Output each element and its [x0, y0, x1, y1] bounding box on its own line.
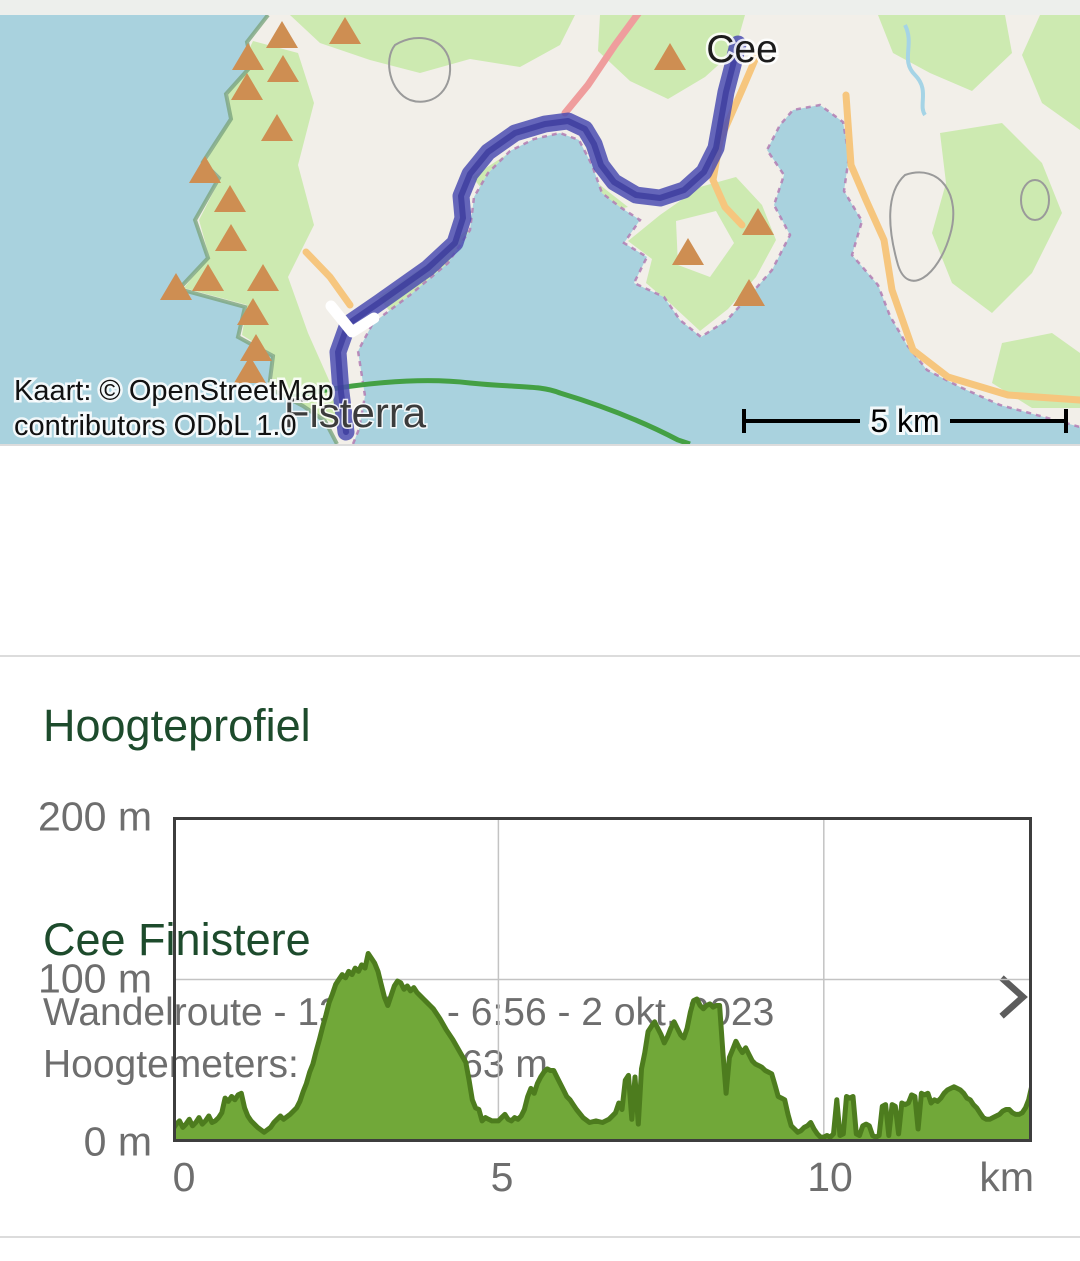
route-track: [329, 35, 747, 441]
route-map[interactable]: Fisterra Cee Kaart: © OpenStreetMap cont…: [0, 7, 1080, 447]
x-tick-5: 5: [490, 1154, 514, 1200]
divider: [0, 444, 1080, 446]
map-boundary: [351, 103, 1080, 445]
map-scale-bar: [742, 409, 1068, 433]
map-scale-label: 5 km: [870, 403, 939, 439]
map-contours: [388, 36, 1050, 282]
map-trail: [287, 378, 691, 447]
fisterra-label: Fisterra: [284, 389, 427, 436]
top-strip: [0, 0, 1080, 16]
chart-gridlines: [173, 817, 1032, 1142]
map-coast-texture: [175, 13, 339, 445]
chart-border: [173, 817, 1032, 1142]
y-tick-200: 200 m: [38, 793, 152, 840]
peak-icons: [160, 17, 774, 383]
divider: [0, 1236, 1080, 1238]
map-attribution-line1: Kaart: © OpenStreetMap: [14, 375, 334, 407]
elevation-profile-chart[interactable]: [173, 817, 1032, 1142]
elevation-area: [173, 953, 1032, 1142]
map-vegetation: [184, 15, 1080, 433]
x-tick-10: 10: [807, 1154, 853, 1200]
profile-heading: Hoogteprofiel: [43, 700, 311, 751]
route-direction-marker: [325, 300, 380, 338]
route-title: Cee Finistere: [43, 914, 311, 965]
chevron-right-icon[interactable]: [996, 973, 1036, 1021]
y-tick-100: 100 m: [38, 955, 152, 1002]
route-info-card[interactable]: Cee Finistere Wandelroute - 13,2 km - 6:…: [0, 446, 1080, 1086]
elevation-line: [173, 951, 1032, 1140]
cee-label: Cee: [706, 28, 778, 71]
map-land: [179, 15, 1080, 444]
x-axis-unit: km: [979, 1154, 1034, 1200]
map-attribution-line2: contributors ODbL 1.0: [14, 410, 297, 442]
y-tick-0: 0 m: [83, 1118, 152, 1165]
map-stream: [903, 24, 927, 117]
x-tick-0: 0: [172, 1154, 196, 1200]
divider: [0, 655, 1080, 657]
